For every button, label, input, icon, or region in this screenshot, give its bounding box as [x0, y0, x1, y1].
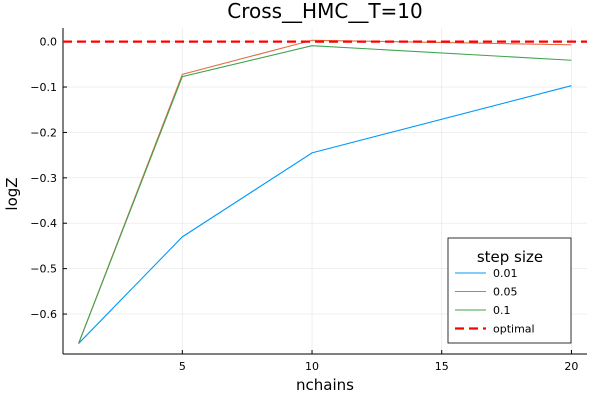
y-ticks: 0.0 −0.1 −0.2 −0.3 −0.4 −0.5 −0.6: [30, 36, 67, 321]
legend-box: [447, 237, 572, 344]
y-tick-label: −0.1: [30, 81, 57, 94]
y-tick-label: −0.5: [30, 263, 57, 276]
legend-label: optimal: [493, 323, 535, 336]
series-line-0.1: [78, 45, 572, 344]
y-tick-label: −0.6: [30, 308, 57, 321]
y-axis-title: logZ: [3, 177, 21, 210]
y-tick-label: −0.3: [30, 172, 57, 185]
legend-title: step size: [477, 248, 543, 266]
y-tick-label: 0.0: [40, 36, 58, 49]
x-tick-label: 20: [564, 360, 578, 373]
series-line-0.01: [78, 85, 572, 344]
legend-label: 0.01: [493, 267, 518, 280]
chart-title: Cross__HMC__T=10: [227, 0, 423, 23]
axes: [62, 28, 587, 355]
x-tick-label: 15: [435, 360, 449, 373]
legend-label: 0.05: [493, 286, 518, 299]
x-axis-title: nchains: [296, 376, 354, 394]
legend-label: 0.1: [493, 304, 511, 317]
legend-items: 0.01 0.05 0.1 optimal: [455, 267, 535, 336]
y-tick-label: −0.2: [30, 126, 57, 139]
legend: step size 0.01 0.05 0.1 optimal: [447, 237, 572, 344]
x-ticks: 5 10 15 20: [179, 350, 578, 373]
y-tick-label: −0.4: [30, 217, 57, 230]
x-tick-label: 5: [179, 360, 186, 373]
x-tick-label: 10: [305, 360, 319, 373]
series-lines: [63, 39, 587, 344]
